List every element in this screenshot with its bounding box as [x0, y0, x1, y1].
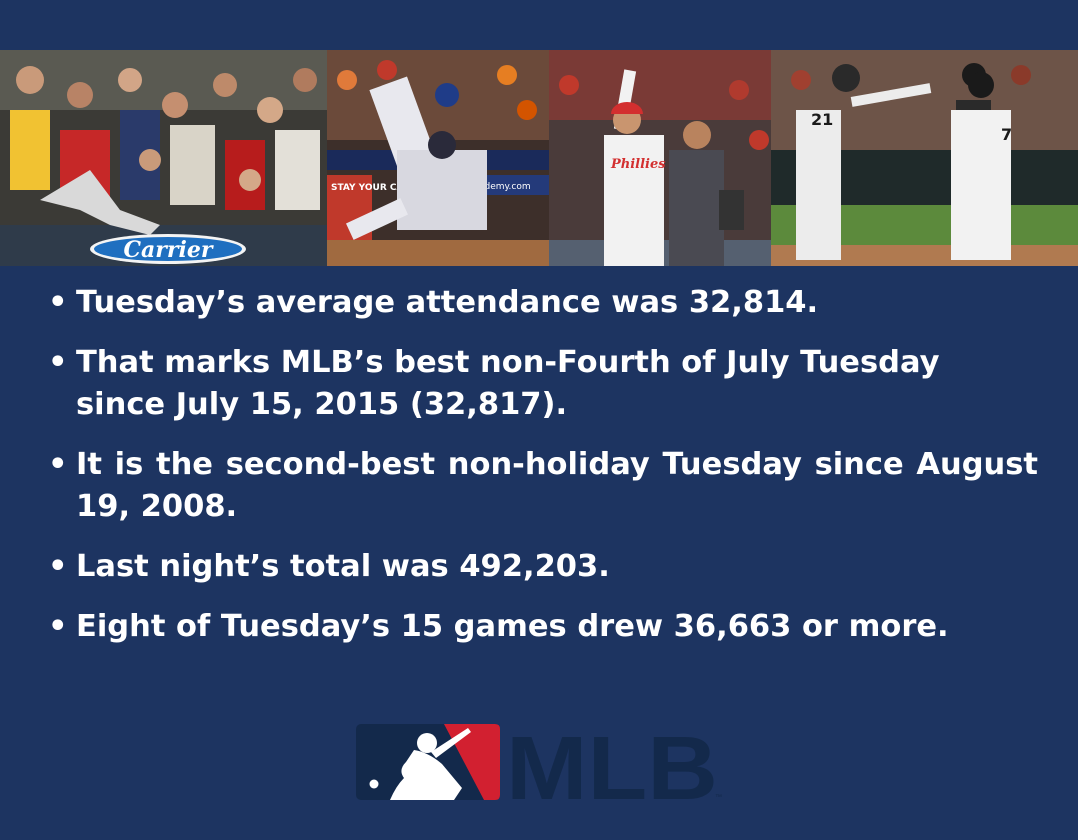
batter-silhouette-icon — [390, 728, 471, 800]
phillies-celebration-photo: Phillies — [549, 50, 771, 266]
carrier-sign: Carrier — [124, 237, 214, 263]
mlb-logo: MLB ™ — [356, 719, 724, 819]
photo-strip: Carrier idemy.com STAY YOUR CAR NUTE — [0, 50, 1078, 266]
svg-text:7: 7 — [1001, 125, 1012, 144]
fact-games-over-threshold: Eight of Tuesday’s 15 games drew 36,663 … — [48, 606, 1038, 648]
fan-catch-photo: Carrier — [0, 50, 327, 266]
stay-your-car-sign: STAY YOUR CAR NUTE — [331, 183, 441, 193]
fact-second-best-tuesday: It is the second-best non-holiday Tuesda… — [48, 444, 1038, 528]
mlb-logo-red-field — [444, 724, 500, 800]
fact-average-attendance: Tuesday’s average attendance was 32,814. — [48, 282, 1038, 324]
svg-text:idemy.com: idemy.com — [482, 182, 531, 192]
diamondbacks-coach-photo: 7 21 — [771, 50, 1078, 266]
home-plate-slide-photo: idemy.com STAY YOUR CAR NUTE — [327, 50, 549, 266]
svg-text:21: 21 — [811, 110, 833, 129]
mlb-wordmark: MLB — [506, 724, 718, 802]
attendance-facts-list: Tuesday’s average attendance was 32,814.… — [48, 282, 1038, 666]
fact-total-attendance: Last night’s total was 492,203. — [48, 546, 1038, 588]
trademark-symbol: ™ — [715, 794, 722, 801]
fact-best-tuesday: That marks MLB’s best non-Fourth of July… — [48, 342, 1038, 426]
phillies-jersey-text: Phillies — [610, 157, 666, 172]
baseball-dot-icon — [369, 779, 379, 789]
